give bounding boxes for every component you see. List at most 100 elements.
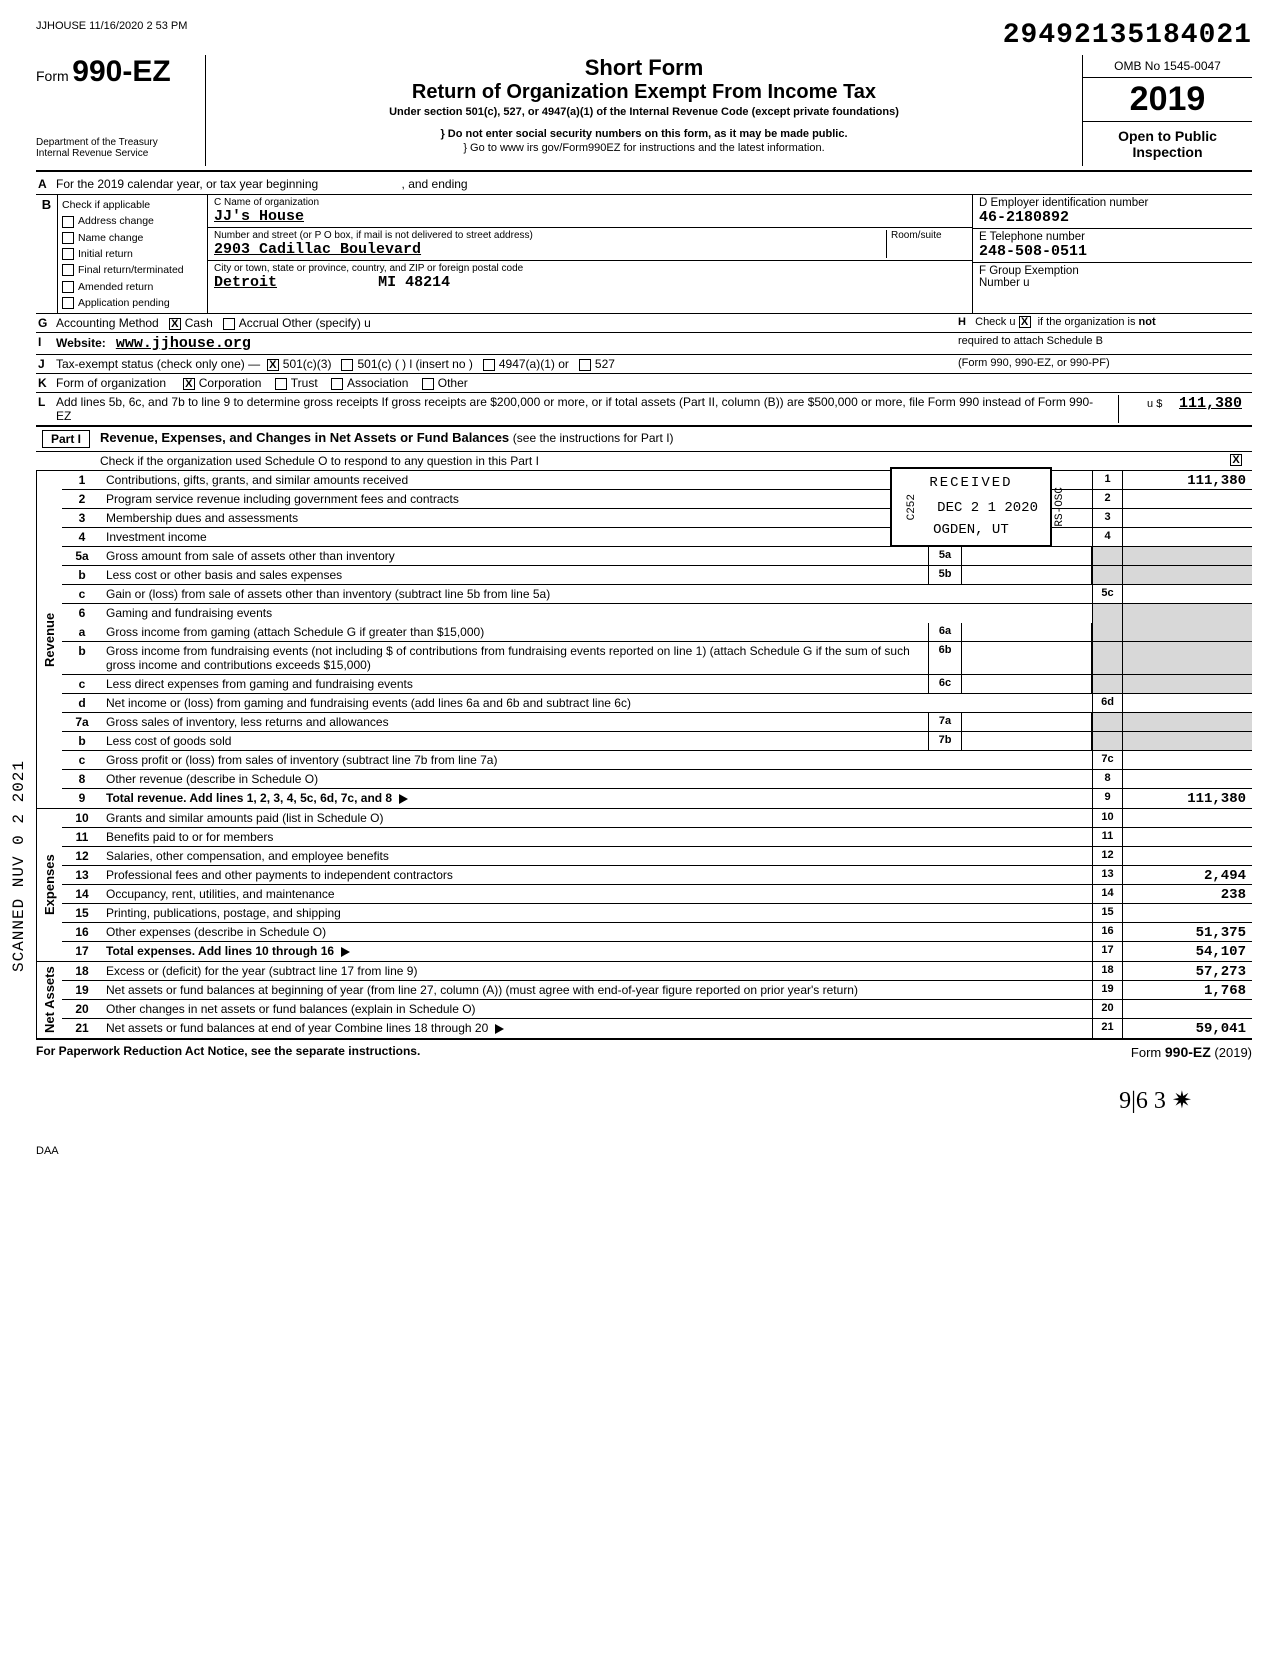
row-end-num: 6d	[1092, 694, 1122, 712]
row-end-val	[1122, 604, 1252, 623]
row-mid-num: 6c	[928, 675, 962, 693]
row-num: 18	[62, 962, 102, 980]
row-desc: Less direct expenses from gaming and fun…	[102, 675, 928, 693]
row-end-num: 16	[1092, 923, 1122, 941]
city-label: City or town, state or province, country…	[214, 263, 966, 274]
row-end-val	[1122, 509, 1252, 527]
check-accrual[interactable]	[223, 318, 235, 330]
row-mid-num: 7b	[928, 732, 962, 750]
check-amended-return[interactable]	[62, 281, 74, 293]
part-1-check-row: Check if the organization used Schedule …	[36, 452, 1252, 471]
line-a-text-a: For the 2019 calendar year, or tax year …	[56, 177, 318, 191]
ledger-table: RECEIVED C252 DEC 2 1 2020 OGDEN, UT RS-…	[36, 471, 1252, 1040]
row-end-num: 19	[1092, 981, 1122, 999]
row-end-num	[1092, 732, 1122, 750]
row-num: 17	[62, 942, 102, 961]
check-501c3[interactable]: X	[267, 359, 279, 371]
row-end-num: 3	[1092, 509, 1122, 527]
handwritten-note: 9|6 3 ✷	[36, 1086, 1252, 1115]
row-end-val	[1122, 751, 1252, 769]
u-s-label: u $	[1147, 398, 1162, 410]
row-end-num	[1092, 675, 1122, 693]
row-end-num	[1092, 642, 1122, 674]
row-num: 3	[62, 509, 102, 527]
row-end-num: 13	[1092, 866, 1122, 884]
line-i-label: I	[38, 335, 41, 349]
stamp-place: OGDEN, UT	[904, 520, 1038, 541]
row-num: 21	[62, 1019, 102, 1038]
row-mid-val	[962, 732, 1092, 750]
check-other-org[interactable]	[422, 378, 434, 390]
check-501c[interactable]	[341, 359, 353, 371]
part-1-title: Revenue, Expenses, and Changes in Net As…	[100, 430, 509, 445]
row-mid-val	[962, 642, 1092, 674]
row-end-num: 2	[1092, 490, 1122, 508]
check-cash[interactable]: X	[169, 318, 181, 330]
website-label: Website:	[56, 336, 106, 350]
check-application-pending[interactable]	[62, 297, 74, 309]
row-desc: Other expenses (describe in Schedule O)	[102, 923, 1092, 941]
addr-label: Number and street (or P O box, if mail i…	[214, 230, 886, 241]
row-end-num: 14	[1092, 885, 1122, 903]
row-desc: Gross income from gaming (attach Schedul…	[102, 623, 928, 641]
room-suite-label: Room/suite	[891, 230, 966, 241]
check-trust[interactable]	[275, 378, 287, 390]
row-mid-num: 6a	[928, 623, 962, 641]
line-b-label: B	[36, 195, 58, 313]
check-527[interactable]	[579, 359, 591, 371]
row-end-val	[1122, 847, 1252, 865]
h-not: not	[1139, 316, 1156, 328]
gross-receipts-amount: 111,380	[1179, 395, 1242, 412]
row-end-val: 238	[1122, 885, 1252, 903]
paperwork-notice: For Paperwork Reduction Act Notice, see …	[36, 1044, 420, 1060]
h-text-3: (Form 990, 990-EZ, or 990-PF)	[958, 357, 1248, 371]
phone: 248-508-0511	[979, 243, 1246, 260]
line-a-label: A	[38, 177, 47, 191]
footer-form-text: Form	[1131, 1045, 1161, 1060]
row-end-val	[1122, 675, 1252, 693]
open-to-public: Open to Public	[1085, 128, 1250, 144]
street-address: 2903 Cadillac Boulevard	[214, 241, 886, 258]
row-desc: Gaming and fundraising events	[102, 604, 1092, 623]
row-end-val	[1122, 809, 1252, 827]
row-num: c	[62, 751, 102, 769]
check-corporation[interactable]: X	[183, 378, 195, 390]
f-label: F Group Exemption	[979, 265, 1079, 277]
check-association[interactable]	[331, 378, 343, 390]
check-final-return[interactable]	[62, 264, 74, 276]
row-num: c	[62, 585, 102, 603]
line-l-text: Add lines 5b, 6c, and 7b to line 9 to de…	[56, 395, 1118, 423]
row-desc: Gross sales of inventory, less returns a…	[102, 713, 928, 731]
part-1-subtitle: (see the instructions for Part I)	[513, 431, 674, 445]
row-end-num: 17	[1092, 942, 1122, 961]
row-end-val	[1122, 694, 1252, 712]
row-end-num: 12	[1092, 847, 1122, 865]
line-a: A For the 2019 calendar year, or tax yea…	[36, 174, 1252, 195]
row-num: 15	[62, 904, 102, 922]
tax-year: 2019	[1083, 78, 1252, 122]
501c-label: 501(c) (	[357, 357, 398, 371]
check-schedule-o[interactable]: X	[1230, 454, 1242, 466]
row-mid-num: 7a	[928, 713, 962, 731]
arrow-icon	[495, 1024, 504, 1034]
row-desc: Net income or (loss) from gaming and fun…	[102, 694, 1092, 712]
row-num: d	[62, 694, 102, 712]
stamp-received: RECEIVED	[904, 473, 1038, 494]
check-4947[interactable]	[483, 359, 495, 371]
check-initial-return[interactable]	[62, 248, 74, 260]
check-name-change[interactable]	[62, 232, 74, 244]
row-num: 4	[62, 528, 102, 546]
h-text-cont: if the organization is	[1038, 316, 1139, 328]
corp-label: Corporation	[199, 376, 262, 390]
row-end-val	[1122, 566, 1252, 584]
row-desc: Net assets or fund balances at beginning…	[102, 981, 1092, 999]
line-l: L Add lines 5b, 6c, and 7b to line 9 to …	[36, 393, 1252, 427]
row-desc: Total revenue. Add lines 1, 2, 3, 4, 5c,…	[106, 791, 392, 805]
row-desc: Excess or (deficit) for the year (subtra…	[102, 962, 1092, 980]
expenses-section-label: Expenses	[36, 809, 62, 961]
other-label: Other	[438, 376, 468, 390]
row-end-num	[1092, 604, 1122, 623]
row-desc: Total expenses. Add lines 10 through 16	[106, 944, 334, 958]
check-schedule-b-not-required[interactable]: X	[1019, 316, 1031, 328]
check-address-change[interactable]	[62, 216, 74, 228]
